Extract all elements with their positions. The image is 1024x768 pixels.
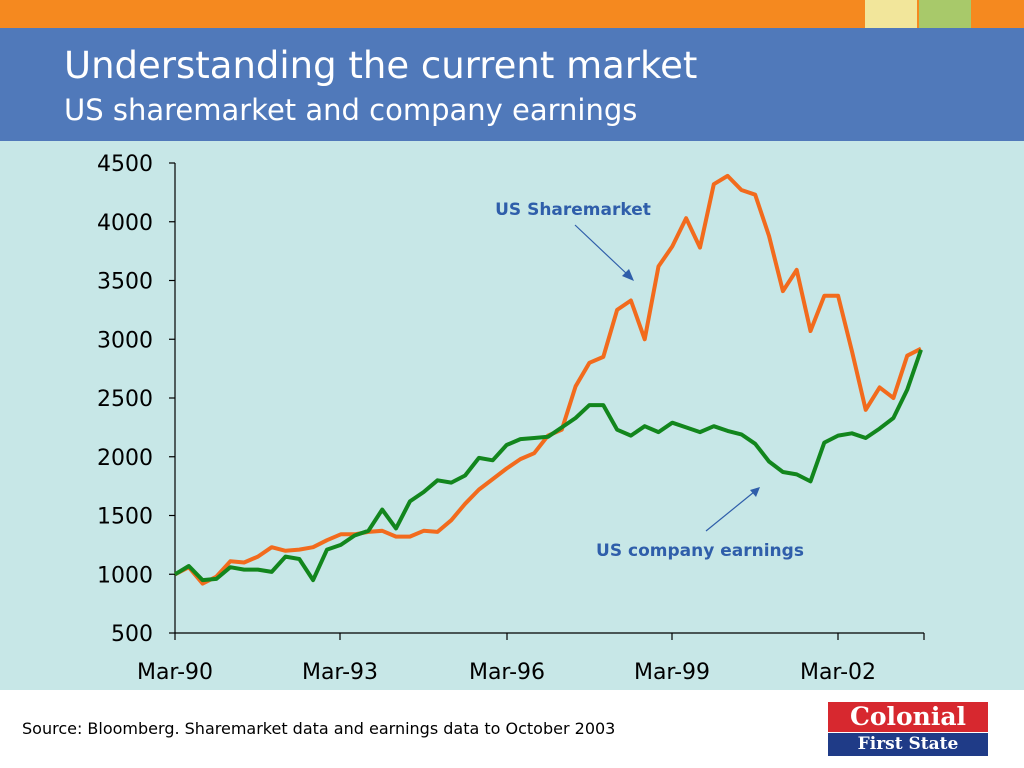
y-tick-label: 500 [111, 622, 153, 647]
earnings-line [173, 349, 923, 583]
y-tick-label: 1500 [97, 505, 153, 530]
annotation-arrowhead-sharemarket [622, 269, 634, 281]
annotation-arrow-sharemarket [574, 224, 629, 276]
line-chart: 500 1000 1500 2000 2500 3000 3500 4000 4500 Mar-9… [97, 152, 925, 685]
x-tick-label: Mar-96 [469, 660, 545, 685]
header-band [0, 28, 1024, 141]
y-tick-label: 1000 [97, 563, 153, 588]
source-note: Source: Bloomberg. Sharemarket data and … [22, 719, 616, 738]
logo-line-2: First State [828, 733, 988, 756]
colonial-first-state-logo: Colonial First State [828, 702, 988, 756]
annotation-us-sharemarket: US Sharemarket [495, 200, 651, 220]
y-tick-label: 4500 [97, 152, 153, 177]
y-tick-label: 3500 [97, 270, 153, 295]
y-tick-label: 2000 [97, 446, 153, 471]
page-title: Understanding the current market [64, 44, 698, 87]
page-subtitle: US sharemarket and company earnings [64, 93, 638, 127]
logo-line-1: Colonial [828, 702, 988, 732]
x-tick-label: Mar-93 [302, 660, 378, 685]
accent-square-yellow [865, 0, 917, 28]
chart-background [0, 141, 1024, 690]
annotation-arrowhead-earnings [750, 487, 760, 497]
annotation-us-company-earnings: US company earnings [596, 541, 804, 561]
y-tick-label: 4000 [97, 211, 153, 236]
x-tick-label: Mar-99 [634, 660, 710, 685]
sharemarket-line [174, 173, 922, 586]
x-tick-label: Mar-90 [137, 660, 213, 685]
top-accent-bar [0, 0, 1024, 28]
y-tick-label: 3000 [97, 328, 153, 353]
y-tick-label: 2500 [97, 387, 153, 412]
x-tick-label: Mar-02 [800, 660, 876, 685]
annotation-arrow-earnings [705, 491, 755, 532]
accent-square-green [919, 0, 971, 28]
